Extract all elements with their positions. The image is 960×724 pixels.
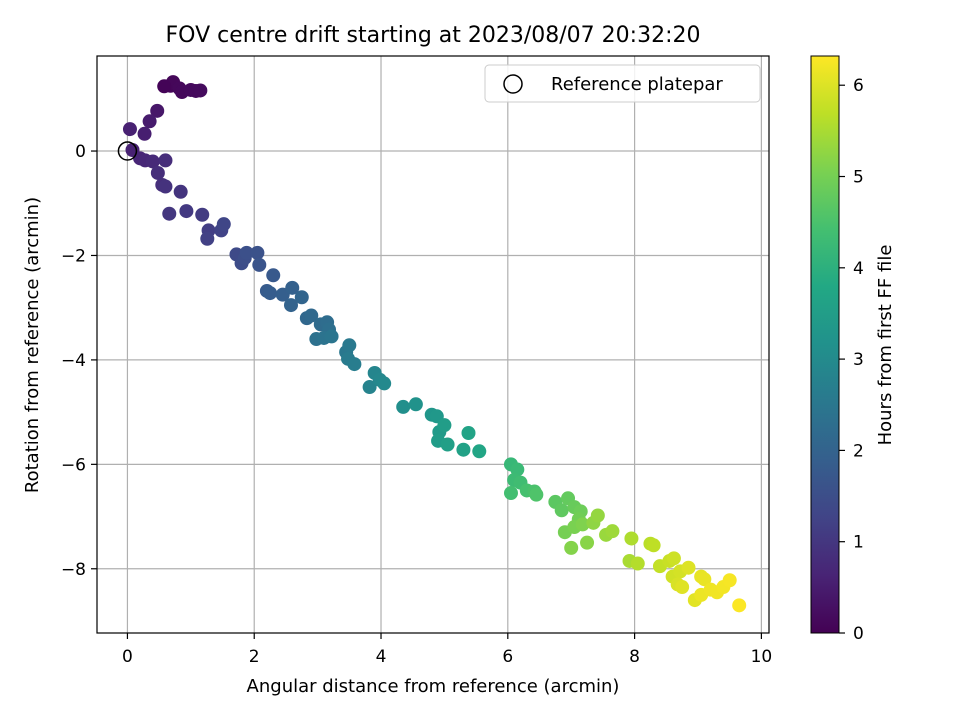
data-point xyxy=(179,204,194,219)
legend: Reference platepar xyxy=(484,64,761,103)
data-point xyxy=(239,245,254,260)
data-point xyxy=(158,179,173,194)
data-point xyxy=(666,551,681,566)
data-point xyxy=(324,329,339,344)
data-point xyxy=(142,114,157,129)
data-point xyxy=(646,538,661,553)
x-tick-label: 10 xyxy=(751,647,773,667)
legend-marker-icon xyxy=(503,74,523,94)
data-point xyxy=(605,524,620,539)
x-tick-label: 0 xyxy=(122,647,133,667)
data-point xyxy=(630,556,645,571)
data-point xyxy=(697,572,712,587)
data-point xyxy=(294,290,309,305)
data-point xyxy=(173,184,188,199)
data-point xyxy=(158,153,173,168)
legend-label: Reference platepar xyxy=(551,74,723,95)
data-point xyxy=(250,245,265,260)
data-point xyxy=(285,280,300,295)
data-point xyxy=(347,357,362,372)
x-tick-label: 8 xyxy=(629,647,640,667)
data-point xyxy=(193,83,208,98)
data-point xyxy=(304,308,319,323)
data-point xyxy=(266,268,281,283)
x-axis-ticks: 0 2 4 6 8 10 xyxy=(122,633,772,667)
data-point xyxy=(722,573,737,588)
data-point xyxy=(732,598,747,613)
x-tick-label: 2 xyxy=(249,647,260,667)
data-point xyxy=(580,535,595,550)
colorbar-tick-label: 3 xyxy=(853,350,864,370)
data-point xyxy=(575,517,590,532)
colorbar-tick-label: 1 xyxy=(853,533,864,553)
y-axis-label: Rotation from reference (arcmin) xyxy=(22,197,43,493)
grid-lines xyxy=(97,56,769,633)
data-point xyxy=(554,503,569,518)
data-point xyxy=(150,103,165,118)
data-point xyxy=(145,154,160,169)
y-tick-label: −2 xyxy=(61,246,86,266)
data-point xyxy=(396,399,411,414)
data-point xyxy=(440,437,455,452)
data-point xyxy=(252,257,267,272)
reference-point xyxy=(117,141,138,161)
data-point xyxy=(342,338,357,353)
colorbar-ticks: 0 1 2 3 4 5 6 xyxy=(839,76,864,644)
data-point xyxy=(564,540,579,555)
data-point xyxy=(283,298,298,313)
data-point xyxy=(590,508,605,523)
scatter-points xyxy=(122,75,747,613)
data-point xyxy=(200,231,215,246)
data-point xyxy=(461,426,476,441)
data-point xyxy=(472,444,487,459)
chart-title: FOV centre drift starting at 2023/08/07 … xyxy=(166,23,701,48)
y-tick-label: −6 xyxy=(61,455,86,475)
y-tick-label: 0 xyxy=(75,142,86,162)
data-point xyxy=(408,397,423,412)
data-point xyxy=(456,442,471,457)
y-tick-label: −8 xyxy=(61,560,86,580)
data-point xyxy=(195,207,210,222)
colorbar-tick-label: 6 xyxy=(853,76,864,96)
data-point xyxy=(162,206,177,221)
y-axis-ticks: −8 −6 −4 −2 0 xyxy=(61,142,97,580)
data-point xyxy=(137,126,152,141)
x-axis-label: Angular distance from reference (arcmin) xyxy=(247,676,620,697)
colorbar-tick-label: 5 xyxy=(853,168,864,188)
colorbar-tick-label: 4 xyxy=(853,259,864,279)
y-tick-label: −4 xyxy=(61,351,86,371)
data-point xyxy=(362,380,377,395)
colorbar: 0 1 2 3 4 5 6 Hours from first FF file xyxy=(810,55,896,644)
data-point xyxy=(216,217,231,232)
data-point xyxy=(681,560,696,575)
data-point xyxy=(529,487,544,502)
colorbar-label: Hours from first FF file xyxy=(875,245,896,446)
data-point xyxy=(122,122,137,137)
data-point xyxy=(675,580,690,595)
data-point xyxy=(157,79,172,94)
colorbar-tick-label: 0 xyxy=(853,624,864,644)
data-point xyxy=(263,286,278,301)
data-point xyxy=(503,486,518,501)
legend-box xyxy=(484,64,761,103)
plot-frame xyxy=(96,55,770,634)
colorbar-tick-label: 2 xyxy=(853,441,864,461)
x-tick-label: 4 xyxy=(376,647,387,667)
data-point xyxy=(624,531,639,546)
data-point xyxy=(150,165,165,180)
data-point xyxy=(377,376,392,391)
data-point xyxy=(437,418,452,433)
colorbar-gradient xyxy=(810,55,840,634)
x-tick-label: 6 xyxy=(502,647,513,667)
